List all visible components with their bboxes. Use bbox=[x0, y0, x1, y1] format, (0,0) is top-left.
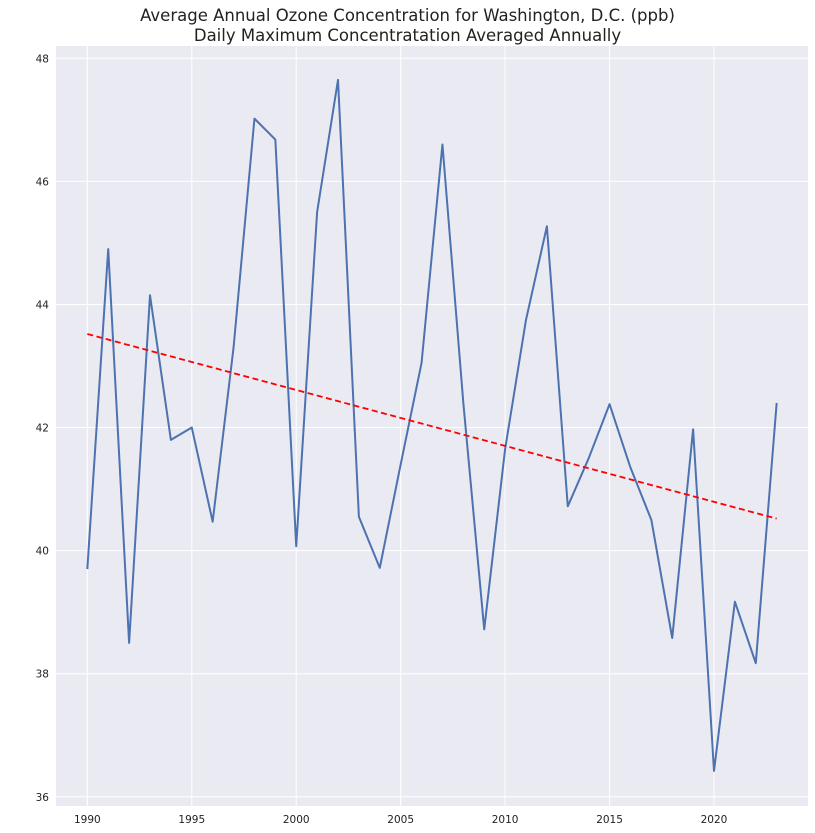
series-layer bbox=[86, 78, 778, 772]
x-tick-label: 1990 bbox=[74, 814, 101, 826]
chart-title: Average Annual Ozone Concentration for W… bbox=[0, 6, 815, 46]
y-tick-label: 48 bbox=[36, 53, 49, 65]
ozone-series-line bbox=[86, 78, 778, 772]
y-tick-label: 42 bbox=[36, 423, 49, 435]
x-tick-label: 2020 bbox=[701, 814, 728, 826]
x-tick-label: 2010 bbox=[492, 814, 519, 826]
trend-line bbox=[87, 333, 777, 520]
y-tick-label: 38 bbox=[36, 669, 49, 681]
x-tick-label: 2000 bbox=[283, 814, 310, 826]
x-tick-label: 2005 bbox=[387, 814, 414, 826]
y-tick-label: 44 bbox=[36, 299, 50, 311]
y-tick-label: 46 bbox=[36, 176, 50, 188]
y-axis: 36 38 40 42 44 46 48 bbox=[36, 53, 50, 803]
y-tick-label: 40 bbox=[36, 546, 49, 558]
y-tick-label: 36 bbox=[36, 792, 50, 804]
chart-subtitle: Daily Maximum Concentratation Averaged A… bbox=[193, 26, 622, 45]
grid bbox=[56, 46, 808, 806]
x-tick-label: 2015 bbox=[596, 814, 623, 826]
x-axis: 1990 1995 2000 2005 2010 2015 2020 bbox=[74, 814, 727, 826]
chart-title-line-1: Average Annual Ozone Concentration for W… bbox=[140, 6, 675, 25]
x-tick-label: 1995 bbox=[178, 814, 205, 826]
